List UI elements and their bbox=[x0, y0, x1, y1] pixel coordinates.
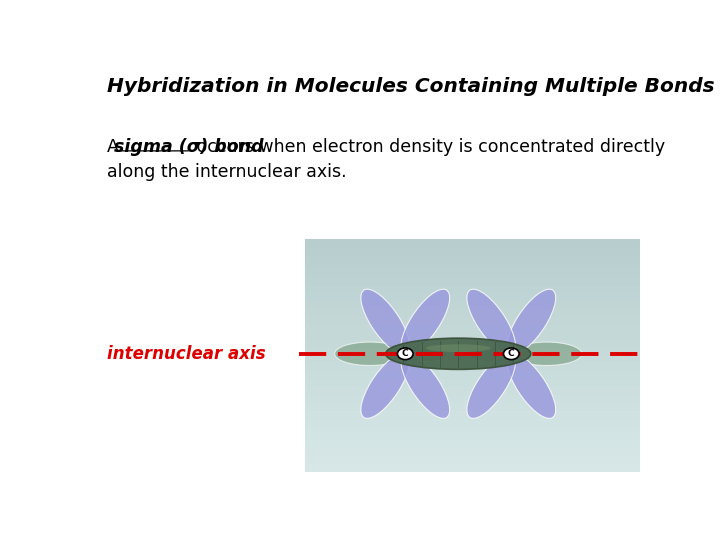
Ellipse shape bbox=[401, 289, 450, 354]
FancyBboxPatch shape bbox=[305, 356, 639, 363]
Ellipse shape bbox=[507, 354, 556, 418]
FancyBboxPatch shape bbox=[305, 325, 639, 333]
FancyBboxPatch shape bbox=[305, 317, 639, 325]
Ellipse shape bbox=[507, 289, 556, 354]
FancyBboxPatch shape bbox=[305, 372, 639, 379]
FancyBboxPatch shape bbox=[305, 434, 639, 441]
Text: Hybridization in Molecules Containing Multiple Bonds: Hybridization in Molecules Containing Mu… bbox=[107, 77, 714, 96]
FancyBboxPatch shape bbox=[305, 348, 639, 356]
FancyBboxPatch shape bbox=[305, 387, 639, 395]
Ellipse shape bbox=[467, 354, 516, 418]
Ellipse shape bbox=[335, 342, 405, 366]
Ellipse shape bbox=[386, 338, 531, 369]
Ellipse shape bbox=[361, 354, 410, 418]
FancyBboxPatch shape bbox=[305, 395, 639, 402]
FancyBboxPatch shape bbox=[305, 457, 639, 464]
FancyBboxPatch shape bbox=[305, 239, 639, 247]
Text: sigma (σ) bond: sigma (σ) bond bbox=[114, 138, 264, 156]
FancyBboxPatch shape bbox=[305, 278, 639, 286]
FancyBboxPatch shape bbox=[305, 441, 639, 449]
Circle shape bbox=[397, 348, 413, 360]
FancyBboxPatch shape bbox=[305, 363, 639, 372]
Text: along the internuclear axis.: along the internuclear axis. bbox=[107, 163, 346, 181]
Text: occurs when electron density is concentrated directly: occurs when electron density is concentr… bbox=[191, 138, 665, 156]
FancyBboxPatch shape bbox=[305, 247, 639, 255]
Circle shape bbox=[503, 348, 519, 360]
FancyBboxPatch shape bbox=[305, 340, 639, 348]
FancyBboxPatch shape bbox=[305, 263, 639, 271]
Ellipse shape bbox=[361, 289, 410, 354]
FancyBboxPatch shape bbox=[305, 309, 639, 317]
FancyBboxPatch shape bbox=[305, 464, 639, 472]
Text: A: A bbox=[107, 138, 124, 156]
FancyBboxPatch shape bbox=[305, 426, 639, 434]
FancyBboxPatch shape bbox=[305, 271, 639, 278]
Ellipse shape bbox=[401, 354, 450, 418]
Text: C: C bbox=[402, 349, 408, 358]
Text: C: C bbox=[508, 349, 515, 358]
FancyBboxPatch shape bbox=[305, 301, 639, 309]
Ellipse shape bbox=[511, 342, 582, 366]
FancyBboxPatch shape bbox=[305, 286, 639, 294]
FancyBboxPatch shape bbox=[305, 449, 639, 457]
FancyBboxPatch shape bbox=[305, 255, 639, 263]
Ellipse shape bbox=[405, 346, 449, 362]
FancyBboxPatch shape bbox=[305, 333, 639, 340]
Ellipse shape bbox=[468, 346, 511, 362]
FancyBboxPatch shape bbox=[305, 294, 639, 301]
FancyBboxPatch shape bbox=[305, 418, 639, 426]
FancyBboxPatch shape bbox=[305, 402, 639, 410]
Ellipse shape bbox=[467, 289, 516, 354]
FancyBboxPatch shape bbox=[305, 379, 639, 387]
FancyBboxPatch shape bbox=[305, 410, 639, 418]
Text: internuclear axis: internuclear axis bbox=[107, 345, 266, 363]
Ellipse shape bbox=[426, 345, 491, 352]
